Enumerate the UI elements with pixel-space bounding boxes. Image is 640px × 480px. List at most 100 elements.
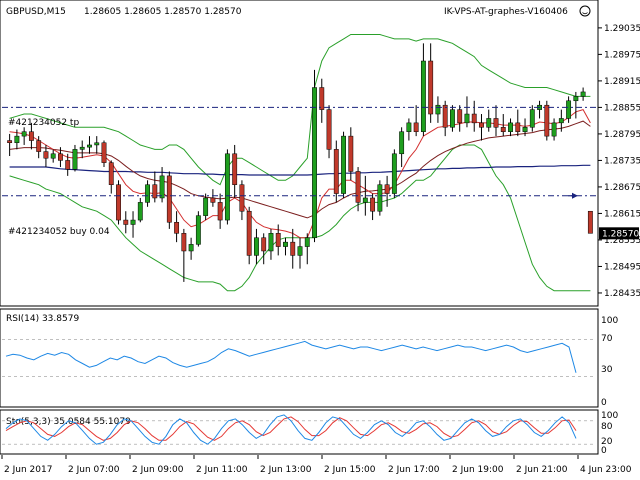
bear-candle xyxy=(587,210,593,234)
sto-main-line xyxy=(5,414,577,445)
sto-signal-line xyxy=(5,416,577,441)
bear-candle xyxy=(123,219,129,225)
bear-candle xyxy=(471,113,477,124)
bear-candle xyxy=(348,135,354,172)
rsi-label: RSI(14) 33.8579 xyxy=(6,314,79,324)
ma-slow-line xyxy=(9,120,591,219)
price-tick-label: 1.28855 xyxy=(604,103,640,113)
rsi-line xyxy=(2,339,596,377)
bull-candle xyxy=(573,96,579,102)
bull-candle xyxy=(486,118,492,128)
bear-candle xyxy=(319,87,325,110)
current-price-label: 1.28570 xyxy=(602,229,639,239)
time-label: 2 Jun 07:00 xyxy=(68,465,120,475)
bear-candle xyxy=(116,184,121,221)
stochastic-lines xyxy=(2,414,596,445)
bull-candle xyxy=(450,109,455,128)
time-label: 2 Jun 13:00 xyxy=(260,465,312,475)
buy-arrow-icon xyxy=(572,192,578,199)
rsi-level-30: 30 xyxy=(601,365,613,375)
sto-level-20: 20 xyxy=(601,437,613,447)
symbol-label: GBPUSD,M15 xyxy=(6,7,66,17)
price-tick-label: 1.28975 xyxy=(604,50,640,60)
bear-candle xyxy=(544,104,550,137)
bull-candle xyxy=(14,135,20,143)
bear-candle xyxy=(275,233,281,247)
price-tick-label: 1.28915 xyxy=(604,77,640,87)
time-label: 2 Jun 15:00 xyxy=(324,465,376,475)
tp-order-label: #421234052 tp xyxy=(8,118,79,128)
bull-candle xyxy=(362,197,368,203)
bear-candle xyxy=(500,127,506,132)
order-lines[interactable] xyxy=(2,106,596,199)
bear-candle xyxy=(166,175,172,223)
bull-candle xyxy=(145,184,150,203)
bear-candle xyxy=(384,184,390,194)
middle-band-line xyxy=(9,164,591,176)
bear-candle xyxy=(290,241,296,256)
bull-candle xyxy=(420,60,426,132)
bear-candle xyxy=(428,60,434,115)
current-price-marker: 1.28570 xyxy=(599,227,639,240)
bull-candle xyxy=(188,244,194,252)
bear-candle xyxy=(261,237,267,252)
bear-candle xyxy=(174,222,180,234)
time-label: 4 Jun 23:00 xyxy=(580,465,632,475)
bear-candle xyxy=(442,104,448,128)
price-tick-label: 1.29035 xyxy=(604,24,640,34)
bear-candle xyxy=(333,149,339,194)
bull-candle xyxy=(406,122,412,132)
price-tick-label: 1.28675 xyxy=(604,183,640,193)
bear-candle xyxy=(210,197,216,203)
bear-candle xyxy=(246,210,252,256)
bull-candle xyxy=(254,237,259,256)
rsi-level-0: 0 xyxy=(601,398,607,408)
price-axis[interactable]: 1.29035 1.28975 1.28915 1.28855 1.28795 1.287… xyxy=(598,24,640,299)
price-tick-label: 1.28735 xyxy=(604,156,640,166)
bull-candle xyxy=(79,146,85,150)
bull-candle xyxy=(224,153,230,221)
rsi-pane[interactable] xyxy=(0,308,599,408)
time-label: 2 Jun 19:00 xyxy=(452,465,504,475)
bear-candle xyxy=(36,140,42,152)
bull-candle xyxy=(529,109,535,128)
bear-candle xyxy=(108,162,114,185)
sto-level-0: 0 xyxy=(601,446,607,456)
rsi-value-line xyxy=(5,340,577,373)
bull-candle xyxy=(94,142,100,146)
time-label: 2 Jun 2017 xyxy=(4,465,52,475)
sto-level-80: 80 xyxy=(601,422,613,432)
bull-candle xyxy=(304,237,310,247)
candlesticks xyxy=(7,43,593,282)
bull-candle xyxy=(464,113,470,124)
bull-candle xyxy=(580,91,586,97)
bear-candle xyxy=(28,131,34,141)
bear-candle xyxy=(65,160,71,170)
bull-candle xyxy=(87,144,92,148)
time-label: 2 Jun 21:00 xyxy=(516,465,568,475)
bull-candle xyxy=(50,153,56,159)
bear-candle xyxy=(326,109,332,150)
bear-candle xyxy=(493,118,499,128)
bear-candle xyxy=(58,153,63,161)
bear-candle xyxy=(7,140,13,143)
bear-candle xyxy=(181,233,187,252)
price-tick-label: 1.28435 xyxy=(604,289,640,299)
time-axis[interactable]: 2 Jun 2017 2 Jun 07:00 2 Jun 09:00 2 Jun 11… xyxy=(1,455,632,475)
bull-candle xyxy=(391,153,397,194)
bull-candle xyxy=(312,87,317,238)
bear-candle xyxy=(239,184,245,212)
bull-candle xyxy=(522,127,528,132)
bear-candle xyxy=(101,142,107,163)
bull-candle xyxy=(283,241,288,247)
bull-candle xyxy=(435,104,441,115)
price-tick-label: 1.28495 xyxy=(604,262,640,272)
bear-candle xyxy=(413,122,419,132)
bull-candle xyxy=(195,215,201,245)
ma-fast-line xyxy=(9,109,591,239)
bull-candle xyxy=(566,100,572,119)
sto-level-100: 100 xyxy=(601,411,618,421)
smiley-icon[interactable] xyxy=(579,5,591,17)
rsi-level-70: 70 xyxy=(601,334,613,344)
